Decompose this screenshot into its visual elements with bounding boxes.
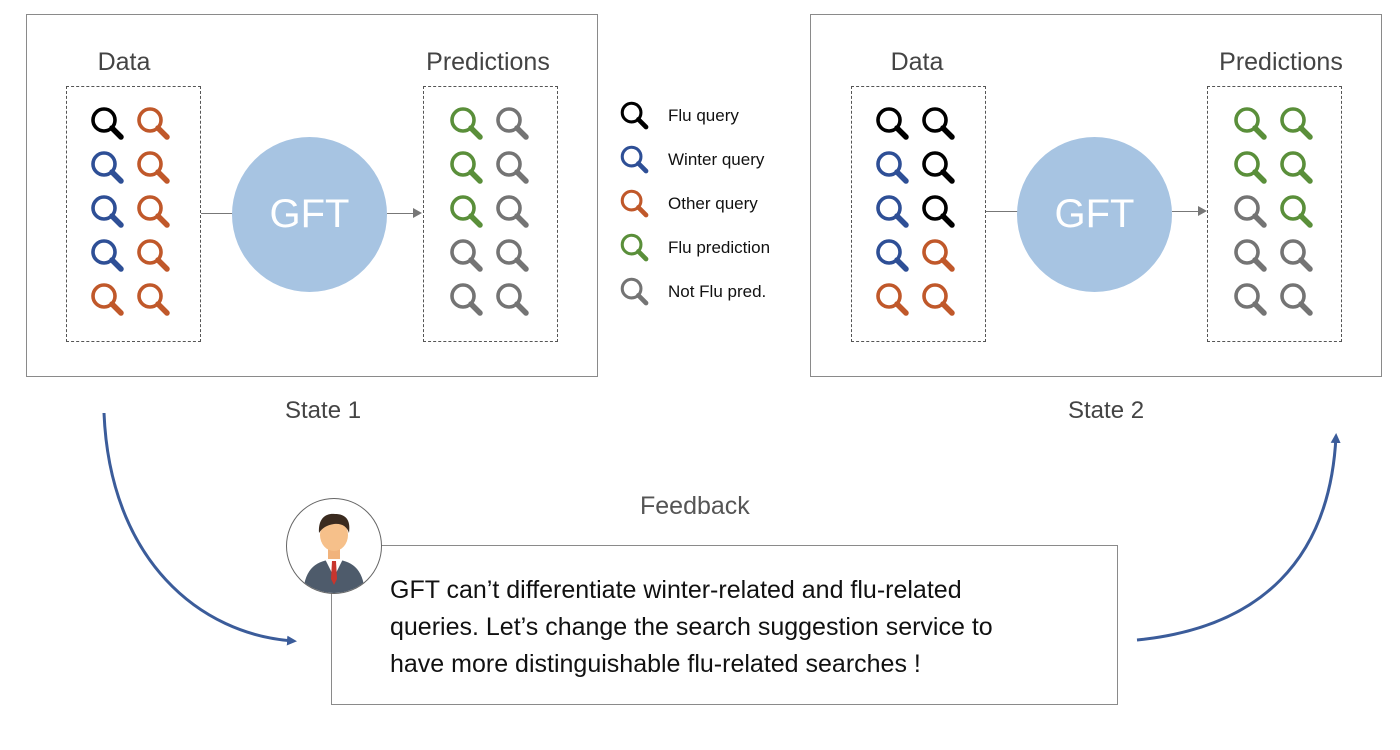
left-feedback-arrow: [102, 412, 297, 646]
gray-magnifier-icon: [496, 239, 529, 272]
black-magnifier-icon: [876, 107, 909, 140]
green-magnifier-icon: [1280, 107, 1313, 140]
blue-magnifier-icon: [91, 239, 124, 272]
state1-predictions-heading: Predictions: [426, 48, 550, 76]
gray-magnifier-icon: [496, 195, 529, 228]
legend-item: Flu prediction: [618, 226, 770, 270]
state1-predictions-box: [423, 86, 558, 342]
orange-magnifier-icon: [137, 195, 170, 228]
state2-predictions-grid: [1231, 104, 1323, 324]
blue-magnifier-icon: [91, 151, 124, 184]
green-magnifier-icon: [1234, 107, 1267, 140]
state2-predictions-box: [1207, 86, 1342, 342]
green-magnifier-icon: [1280, 195, 1313, 228]
legend-label: Flu prediction: [668, 238, 771, 257]
state2-data-grid: [873, 104, 965, 324]
legend-item: Flu query: [618, 94, 770, 138]
blue-magnifier-icon: [620, 145, 649, 174]
orange-magnifier-icon: [137, 107, 170, 140]
blue-magnifier-icon: [91, 195, 124, 228]
state2-gft-model: GFT: [1017, 137, 1172, 292]
state1-predictions-grid: [447, 104, 539, 324]
state1-data-box: [66, 86, 201, 342]
black-magnifier-icon: [91, 107, 124, 140]
state1-input-connector: [201, 213, 234, 214]
businessman-icon: [303, 513, 365, 593]
feedback-line-1: GFT can’t differentiate winter-related a…: [390, 576, 962, 604]
state1-data-heading: Data: [97, 48, 151, 76]
state1-output-connector: [387, 213, 414, 214]
gray-magnifier-icon: [496, 283, 529, 316]
green-magnifier-icon: [450, 195, 483, 228]
legend-item: Winter query: [618, 138, 770, 182]
legend-label: Not Flu pred.: [668, 282, 767, 301]
state2-output-connector: [1172, 211, 1199, 212]
state2-output-arrowhead: [1198, 206, 1207, 216]
state2-label: State 2: [1068, 397, 1145, 424]
gray-magnifier-icon: [450, 283, 483, 316]
gray-magnifier-icon: [1280, 239, 1313, 272]
gray-magnifier-icon: [496, 107, 529, 140]
blue-magnifier-icon: [876, 195, 909, 228]
orange-magnifier-icon: [137, 283, 170, 316]
green-magnifier-icon: [450, 151, 483, 184]
green-magnifier-icon: [1234, 151, 1267, 184]
feedback-line-3: have more distinguishable flu-related se…: [390, 650, 921, 678]
right-feedback-arrow: [1136, 433, 1341, 642]
state1-gft-label: GFT: [269, 192, 350, 236]
gray-magnifier-icon: [1234, 195, 1267, 228]
blue-magnifier-icon: [876, 151, 909, 184]
state2-data-heading: Data: [890, 48, 944, 76]
state1-output-arrowhead: [413, 208, 422, 218]
orange-magnifier-icon: [922, 239, 955, 272]
legend: Flu query Winter query Other query Flu pred…: [618, 94, 770, 314]
black-magnifier-icon: [620, 101, 649, 130]
legend-label: Winter query: [668, 150, 765, 169]
orange-magnifier-icon: [137, 151, 170, 184]
gray-magnifier-icon: [1280, 283, 1313, 316]
black-magnifier-icon: [922, 151, 955, 184]
gray-magnifier-icon: [450, 239, 483, 272]
state2-predictions-heading: Predictions: [1219, 48, 1343, 76]
legend-item: Not Flu pred.: [618, 270, 770, 314]
gray-magnifier-icon: [620, 277, 649, 306]
feedback-message-box: GFT can’t differentiate winter-related a…: [331, 545, 1118, 705]
green-magnifier-icon: [450, 107, 483, 140]
orange-magnifier-icon: [876, 283, 909, 316]
green-magnifier-icon: [1280, 151, 1313, 184]
legend-label: Other query: [668, 194, 758, 213]
orange-magnifier-icon: [620, 189, 649, 218]
feedback-line-2: queries. Let’s change the search suggest…: [390, 613, 993, 641]
state1-label: State 1: [285, 397, 362, 424]
gray-magnifier-icon: [1234, 239, 1267, 272]
feedback-title: Feedback: [640, 492, 750, 520]
state2-gft-label: GFT: [1054, 192, 1135, 236]
orange-magnifier-icon: [91, 283, 124, 316]
green-magnifier-icon: [620, 233, 649, 262]
gray-magnifier-icon: [496, 151, 529, 184]
orange-magnifier-icon: [137, 239, 170, 272]
gray-magnifier-icon: [1234, 283, 1267, 316]
legend-label: Flu query: [668, 106, 739, 125]
legend-item: Other query: [618, 182, 770, 226]
state2-input-connector: [986, 211, 1019, 212]
black-magnifier-icon: [922, 107, 955, 140]
user-avatar: [286, 498, 382, 594]
state1-gft-model: GFT: [232, 137, 387, 292]
orange-magnifier-icon: [922, 283, 955, 316]
state1-data-grid: [88, 104, 180, 324]
blue-magnifier-icon: [876, 239, 909, 272]
black-magnifier-icon: [922, 195, 955, 228]
state2-data-box: [851, 86, 986, 342]
